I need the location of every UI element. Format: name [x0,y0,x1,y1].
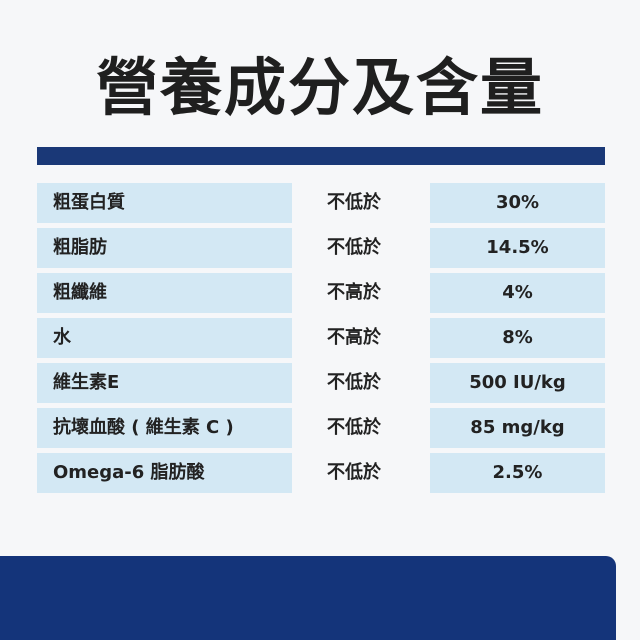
amount: 8% [430,318,605,358]
nutrient-name: 水 [37,318,292,358]
table-row: 抗壞血酸 ( 維生素 C ) 不低於 85 mg/kg [37,408,605,448]
amount: 500 IU/kg [430,363,605,403]
title: 營養成分及含量 [95,51,544,124]
condition: 不低於 [327,192,381,213]
condition: 不高於 [327,282,381,303]
amount: 85 mg/kg [430,408,605,448]
table-row: Omega-6 脂肪酸 不低於 2.5% [37,453,605,493]
amount: 30% [430,183,605,223]
table-row: 粗脂肪 不低於 14.5% [37,228,605,268]
condition: 不低於 [327,237,381,258]
amount: 14.5% [430,228,605,268]
condition: 不低於 [327,372,381,393]
table-row: 粗蛋白質 不低於 30% [37,183,605,223]
condition: 不高於 [327,327,381,348]
nutrient-name: 粗脂肪 [37,228,292,268]
condition: 不低於 [327,462,381,483]
table-row: 維生素E 不低於 500 IU/kg [37,363,605,403]
footer-block [0,556,616,640]
condition: 不低於 [327,417,381,438]
nutrient-name: 粗纖維 [37,273,292,313]
table-row: 水 不高於 8% [37,318,605,358]
table-row: 粗纖維 不高於 4% [37,273,605,313]
nutrient-name: 維生素E [37,363,292,403]
nutrient-name: Omega-6 脂肪酸 [37,453,292,493]
amount: 4% [430,273,605,313]
nutrient-name: 抗壞血酸 ( 維生素 C ) [37,408,292,448]
header-bar [37,147,605,165]
amount: 2.5% [430,453,605,493]
nutrient-name: 粗蛋白質 [37,183,292,223]
